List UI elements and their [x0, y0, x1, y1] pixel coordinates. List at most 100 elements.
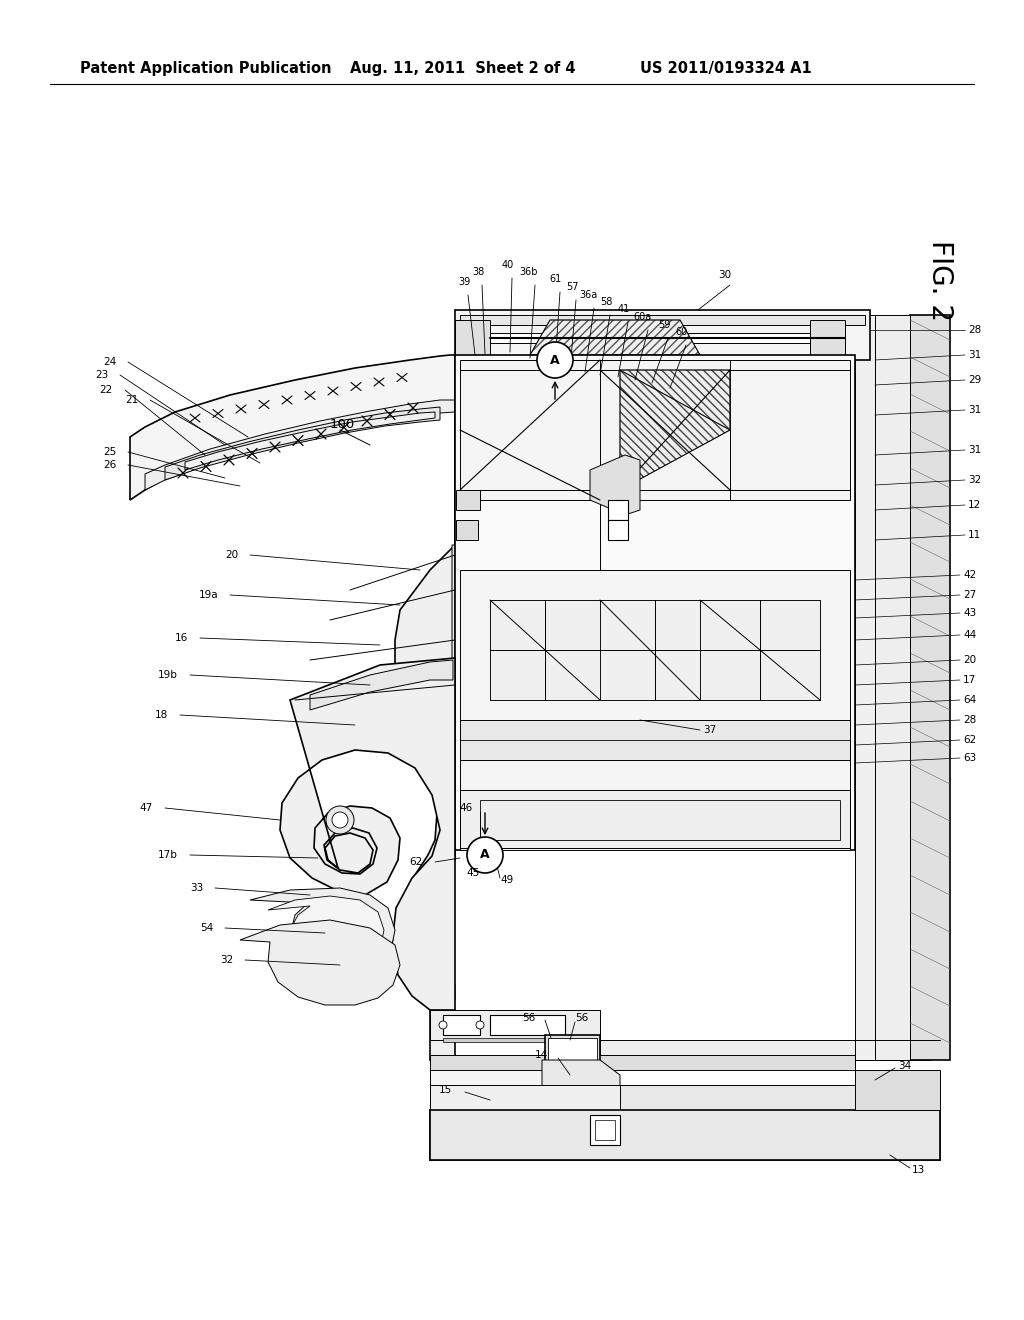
Text: FIG. 2: FIG. 2: [926, 239, 954, 321]
Text: 60a: 60a: [633, 312, 651, 322]
Polygon shape: [430, 1110, 940, 1160]
Polygon shape: [430, 1060, 600, 1110]
Text: 17: 17: [963, 675, 976, 685]
Polygon shape: [460, 360, 850, 500]
Polygon shape: [250, 888, 395, 978]
Text: 100: 100: [330, 418, 355, 432]
Polygon shape: [426, 545, 455, 1001]
Polygon shape: [590, 455, 640, 515]
Polygon shape: [548, 1038, 597, 1077]
Text: 15: 15: [438, 1085, 452, 1096]
Text: 25: 25: [102, 447, 116, 457]
Text: 44: 44: [963, 630, 976, 640]
Polygon shape: [700, 601, 820, 700]
Circle shape: [476, 1020, 484, 1030]
Text: 46: 46: [460, 803, 473, 813]
Text: A: A: [480, 849, 489, 862]
Polygon shape: [130, 355, 455, 500]
Text: 24: 24: [102, 356, 116, 367]
Circle shape: [537, 342, 573, 378]
Text: 57: 57: [565, 282, 579, 292]
Text: 26: 26: [102, 459, 116, 470]
Polygon shape: [874, 315, 910, 1060]
Text: 31: 31: [968, 350, 981, 360]
Polygon shape: [460, 570, 850, 850]
Polygon shape: [855, 315, 874, 1060]
Text: US 2011/0193324 A1: US 2011/0193324 A1: [640, 61, 812, 75]
Polygon shape: [430, 1110, 940, 1160]
Polygon shape: [280, 657, 455, 1010]
Text: 62: 62: [963, 735, 976, 744]
Text: 49: 49: [500, 875, 513, 884]
Polygon shape: [310, 660, 453, 710]
Polygon shape: [455, 319, 490, 355]
Text: 42: 42: [963, 570, 976, 579]
Polygon shape: [185, 412, 435, 470]
Circle shape: [439, 1020, 447, 1030]
Text: 37: 37: [703, 725, 716, 735]
Text: 36b: 36b: [520, 267, 539, 277]
Text: 27: 27: [963, 590, 976, 601]
Text: 17b: 17b: [158, 850, 178, 861]
Polygon shape: [490, 601, 600, 700]
Polygon shape: [608, 500, 628, 520]
Text: 22: 22: [99, 385, 113, 395]
Text: Aug. 11, 2011  Sheet 2 of 4: Aug. 11, 2011 Sheet 2 of 4: [350, 61, 575, 75]
Polygon shape: [430, 1085, 620, 1110]
Text: 41: 41: [617, 304, 630, 314]
Polygon shape: [810, 319, 845, 355]
Polygon shape: [595, 1119, 615, 1140]
Text: 43: 43: [963, 609, 976, 618]
Polygon shape: [455, 355, 855, 850]
Text: 33: 33: [189, 883, 203, 894]
Text: 32: 32: [968, 475, 981, 484]
Polygon shape: [600, 1085, 940, 1110]
Text: 28: 28: [968, 325, 981, 335]
Text: 28: 28: [963, 715, 976, 725]
Text: 61: 61: [550, 275, 562, 284]
Circle shape: [467, 837, 503, 873]
Polygon shape: [855, 1071, 940, 1110]
Polygon shape: [530, 319, 700, 355]
Text: 31: 31: [968, 445, 981, 455]
Text: 19b: 19b: [158, 671, 178, 680]
Polygon shape: [460, 719, 850, 760]
Text: 32: 32: [220, 954, 233, 965]
Circle shape: [326, 807, 354, 834]
Text: 16: 16: [175, 634, 188, 643]
Polygon shape: [490, 1015, 565, 1035]
Text: 58: 58: [600, 297, 612, 308]
Text: 29: 29: [968, 375, 981, 385]
Text: 12: 12: [968, 500, 981, 510]
Text: 63: 63: [963, 752, 976, 763]
Polygon shape: [268, 896, 384, 970]
Text: 38: 38: [472, 267, 484, 277]
Text: 64: 64: [963, 696, 976, 705]
Text: 23: 23: [95, 370, 108, 380]
Text: 20: 20: [225, 550, 238, 560]
Text: 20: 20: [963, 655, 976, 665]
Polygon shape: [443, 1038, 565, 1041]
Text: 54: 54: [200, 923, 213, 933]
Polygon shape: [545, 1035, 600, 1080]
Polygon shape: [240, 920, 400, 1005]
Text: 59: 59: [657, 319, 670, 330]
Text: 30: 30: [719, 271, 731, 280]
Polygon shape: [480, 800, 840, 840]
Polygon shape: [395, 360, 455, 1060]
Text: 11: 11: [968, 531, 981, 540]
Text: 62: 62: [409, 857, 422, 867]
Polygon shape: [490, 601, 820, 700]
Polygon shape: [590, 1115, 620, 1144]
Text: 19a: 19a: [199, 590, 218, 601]
Text: 39: 39: [458, 277, 470, 286]
Text: 60: 60: [676, 327, 688, 337]
Polygon shape: [460, 315, 865, 325]
Polygon shape: [443, 1015, 480, 1035]
Text: 14: 14: [535, 1049, 548, 1060]
Circle shape: [332, 812, 348, 828]
Polygon shape: [430, 1055, 855, 1071]
Polygon shape: [600, 601, 700, 700]
Text: 56: 56: [522, 1012, 535, 1023]
Polygon shape: [145, 400, 455, 490]
